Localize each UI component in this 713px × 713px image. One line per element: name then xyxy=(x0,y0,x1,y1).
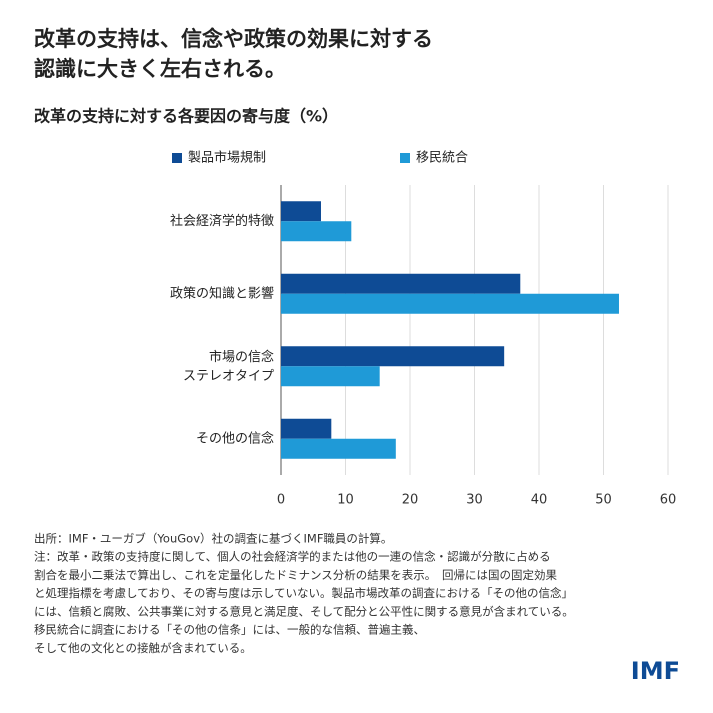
chart-title: 認識に大きく左右される。 xyxy=(34,57,286,81)
x-tick-label: 50 xyxy=(595,493,612,508)
x-tick-label: 0 xyxy=(277,493,285,508)
bar xyxy=(281,273,521,294)
chart-title: 改革の支持は、信念や政策の効果に対する xyxy=(34,27,433,51)
x-tick-label: 10 xyxy=(337,493,354,508)
x-tick-label: 60 xyxy=(660,493,677,508)
note: には、信頼と腐敗、公共事業に対する意見と満足度、そして配分と公平性に関する意見が… xyxy=(34,604,574,618)
x-tick-label: 40 xyxy=(531,493,548,508)
logo: IMF xyxy=(631,657,680,685)
bar xyxy=(281,201,321,222)
note: 移民統合に調査における「その他の信条」には、一般的な信頼、普遍主義、 xyxy=(34,623,425,637)
bar xyxy=(281,346,505,367)
x-tick-label: 20 xyxy=(402,493,419,508)
note: 注：改革・政策の支持度に関して、個人の社会経済学的または他の一連の信念・認識が分… xyxy=(34,550,551,564)
chart-subtitle: 改革の支持に対する各要因の寄与度（%） xyxy=(34,107,338,126)
note: 割合を最小二乗法で算出し、これを定量化したドミナンス分析の結果を表示。 回帰には… xyxy=(34,568,558,582)
legend-swatch xyxy=(400,153,410,163)
bar xyxy=(281,418,332,439)
y-tick-label: その他の信念 xyxy=(196,430,274,446)
legend-swatch xyxy=(172,153,182,163)
y-tick-label: 市場の信念ステレオタイプ xyxy=(183,348,274,383)
note: と処理指標を考慮しており、その寄与度は示していない。製品市場改革の調査における「… xyxy=(34,586,573,600)
bar xyxy=(281,366,380,387)
source: 出所：IMF・ユーガブ（YouGov）社の調査に基づくIMF職員の計算。 xyxy=(34,532,392,546)
bar xyxy=(281,293,619,314)
bar xyxy=(281,438,396,459)
x-tick-label: 30 xyxy=(466,493,483,508)
legend-label: 製品市場規制 xyxy=(188,150,266,166)
bar xyxy=(281,221,352,242)
y-tick-label: 政策の知識と影響 xyxy=(170,285,274,301)
legend-label: 移民統合 xyxy=(416,151,468,166)
y-tick-label: 社会経済学的特徴 xyxy=(170,213,274,229)
note: そして他の文化との接触が含まれている。 xyxy=(34,641,252,655)
